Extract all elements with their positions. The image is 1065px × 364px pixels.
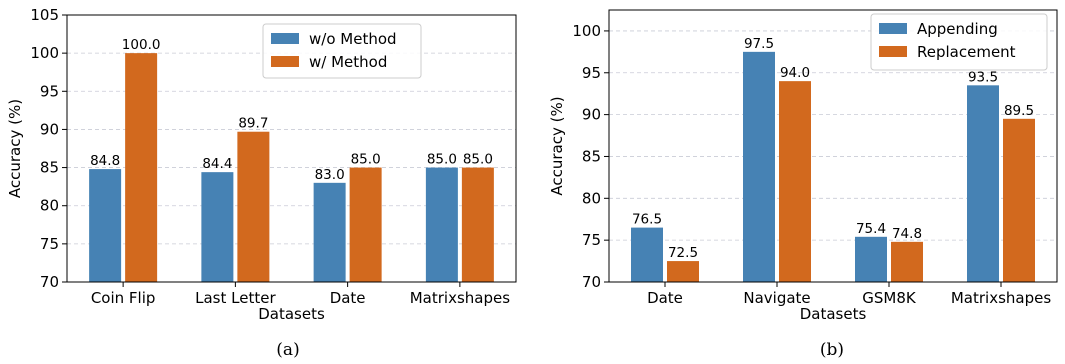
legend-swatch — [879, 23, 907, 34]
data-label: 85.0 — [427, 152, 457, 168]
x-axis-label: Datasets — [258, 305, 325, 323]
data-label: 84.4 — [202, 156, 232, 172]
legend-label: w/o Method — [309, 30, 397, 48]
data-label: 75.4 — [856, 221, 886, 237]
legend-swatch — [879, 46, 907, 57]
x-tick-label: Coin Flip — [91, 289, 156, 307]
bar-1 — [425, 167, 458, 282]
data-label: 74.8 — [892, 226, 922, 242]
y-tick-label: 70 — [40, 273, 59, 291]
y-tick-label: 90 — [582, 106, 601, 124]
y-tick-label: 95 — [582, 64, 601, 82]
bar-1 — [89, 169, 122, 282]
bar-1 — [743, 51, 775, 282]
y-tick-label: 80 — [582, 189, 601, 207]
data-label: 94.0 — [780, 65, 810, 81]
data-label: 72.5 — [668, 245, 698, 261]
chart-b: 70 75 80 85 90 95 100 76.5 72.5 Date 97.5 94.0 Navig… — [548, 9, 1058, 360]
bar-1 — [201, 172, 234, 282]
bar-2 — [667, 261, 699, 282]
legend-label: w/ Method — [309, 53, 387, 71]
y-tick-label: 90 — [40, 120, 59, 138]
bar-1 — [855, 236, 887, 282]
figure-caption: (b) — [820, 340, 844, 360]
y-tick-label: 80 — [40, 197, 59, 215]
legend: Appending Replacement — [870, 13, 1048, 71]
legend-label: Appending — [917, 20, 998, 38]
data-label: 85.0 — [463, 152, 493, 168]
x-tick-label: Matrixshapes — [951, 289, 1051, 307]
x-tick-label: Navigate — [743, 289, 810, 307]
x-tick-label: Matrixshapes — [410, 289, 510, 307]
bar-2 — [349, 167, 382, 282]
y-tick-label: 95 — [40, 82, 59, 100]
bar-2 — [461, 167, 494, 282]
y-tick-label: 105 — [30, 6, 59, 24]
y-tick-label: 75 — [582, 231, 601, 249]
bar-1 — [967, 85, 999, 282]
legend-swatch — [271, 33, 299, 44]
legend-label: Replacement — [917, 43, 1016, 61]
data-label: 84.8 — [90, 153, 120, 169]
y-axis-label: Accuracy (%) — [548, 96, 566, 195]
data-label: 93.5 — [968, 69, 998, 85]
plot-frame — [66, 14, 517, 283]
data-label: 76.5 — [632, 212, 662, 228]
x-tick-label: Date — [647, 289, 683, 307]
y-tick-label: 100 — [30, 44, 59, 62]
x-tick-label: Last Letter — [195, 289, 276, 307]
y-tick-label: 85 — [582, 147, 601, 165]
x-axis-label: Datasets — [800, 305, 867, 323]
x-tick-label: GSM8K — [862, 289, 917, 307]
bar-2 — [779, 81, 811, 282]
data-label: 89.5 — [1004, 103, 1034, 119]
plot-frame — [608, 9, 1058, 283]
y-tick-label: 75 — [40, 235, 59, 253]
figure-caption: (a) — [276, 340, 299, 360]
y-tick-label: 70 — [582, 273, 601, 291]
legend-swatch — [271, 56, 299, 67]
y-tick-label: 100 — [572, 22, 601, 40]
y-tick-label: 85 — [40, 159, 59, 177]
bar-2 — [891, 241, 923, 282]
bar-2 — [125, 53, 158, 283]
y-axis-label: Accuracy (%) — [6, 99, 24, 198]
bar-1 — [313, 182, 346, 282]
data-label: 89.7 — [238, 116, 268, 132]
x-tick-label: Date — [330, 289, 366, 307]
legend: w/o Method w/ Method — [262, 23, 422, 79]
legend-box — [262, 23, 422, 79]
chart-a: 70 75 80 85 90 95 100 105 84.8 100.0 Coin Flip 84.4… — [6, 6, 517, 360]
data-label: 85.0 — [351, 152, 381, 168]
data-label: 97.5 — [744, 36, 774, 52]
data-label: 100.0 — [122, 37, 161, 53]
legend-box — [870, 13, 1048, 71]
bar-2 — [237, 131, 270, 282]
bar-2 — [1003, 118, 1035, 282]
bar-1 — [631, 227, 663, 282]
data-label: 83.0 — [315, 167, 345, 183]
